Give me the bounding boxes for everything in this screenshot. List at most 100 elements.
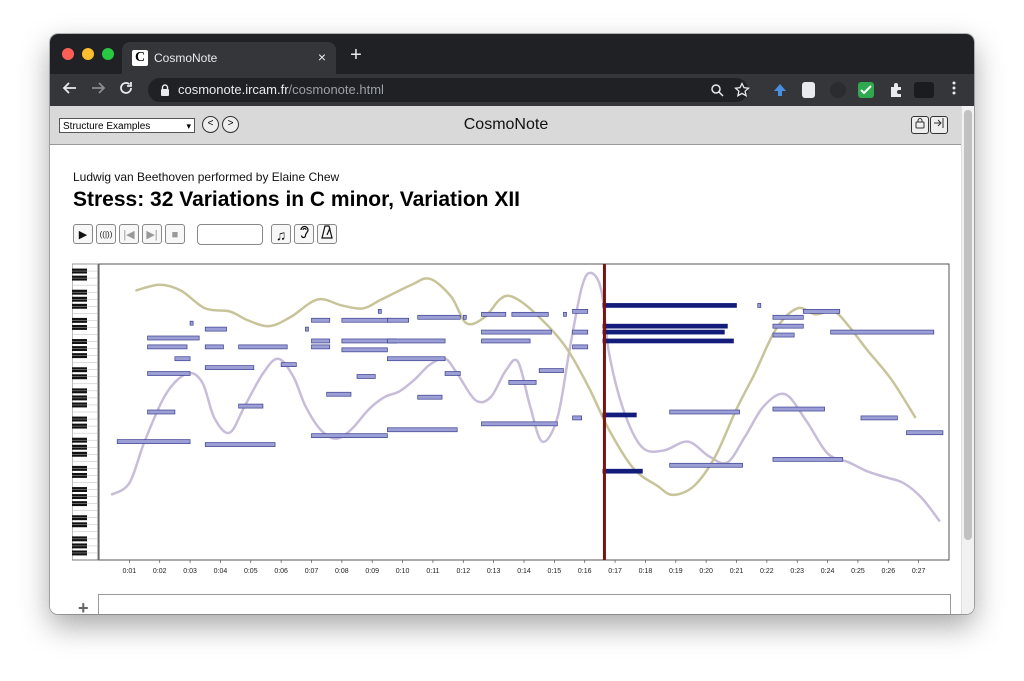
- url-path: /cosmonote.html: [288, 82, 384, 97]
- note-bar: [444, 371, 461, 376]
- url-host: cosmonote.ircam.fr: [178, 82, 289, 97]
- note-bar: [341, 317, 391, 323]
- page-scrollbar[interactable]: [961, 106, 974, 614]
- forward-arrow-icon[interactable]: [88, 80, 108, 100]
- add-panel-button[interactable]: +: [78, 598, 89, 614]
- tab-title: CosmoNote: [154, 51, 218, 65]
- app-title: CosmoNote: [463, 116, 549, 133]
- metronome-button[interactable]: [317, 224, 337, 244]
- listen-button[interactable]: ((|)): [96, 224, 116, 244]
- tick-label: 0:21: [730, 568, 744, 575]
- note-bar: [772, 406, 825, 412]
- zoom-icon[interactable]: [710, 83, 724, 97]
- padlock-icon: [915, 118, 925, 129]
- note-bar: [356, 374, 376, 379]
- tick-label: 0:24: [821, 568, 835, 575]
- note-bar: [311, 433, 388, 439]
- note-bar: [377, 309, 382, 314]
- extension-check-icon[interactable]: [858, 82, 874, 98]
- tick-label: 0:09: [365, 568, 379, 575]
- minimize-window-button[interactable]: [82, 48, 94, 60]
- browser-toolbar: cosmonote.ircam.fr/cosmonote.html: [50, 74, 974, 106]
- piano-roll-chart[interactable]: 0:01 0:02 0:03 0:04 0:05 0:06 0:07 0:08 0:09 0:10…: [71, 263, 952, 583]
- extensions-puzzle-icon[interactable]: [888, 82, 904, 98]
- note-bar: [508, 380, 537, 385]
- note-bar: [311, 344, 331, 350]
- tick-label: 0:19: [669, 568, 683, 575]
- note-bar: [326, 391, 352, 397]
- tick-label: 0:23: [790, 568, 804, 575]
- active-note-bar: [602, 468, 643, 474]
- note-bar: [481, 338, 531, 344]
- extension-doc-icon[interactable]: [802, 82, 815, 98]
- note-bar: [511, 311, 549, 317]
- tick-label: 0:22: [760, 568, 774, 575]
- notes-toggle-button[interactable]: ♫: [271, 224, 291, 244]
- note-bar: [481, 311, 507, 317]
- note-bar: [387, 338, 446, 344]
- cosmonote-favicon-icon: C: [132, 50, 148, 66]
- app-header: Structure Examples ▾ < > CosmoNote: [50, 106, 962, 145]
- loudness-curve-line: [110, 271, 941, 523]
- play-button[interactable]: ▶: [73, 224, 93, 244]
- tick-label: 0:14: [517, 568, 531, 575]
- note-bar: [204, 442, 276, 447]
- note-bar: [772, 457, 844, 462]
- stop-button[interactable]: ■: [165, 224, 185, 244]
- tick-label: 0:02: [153, 568, 167, 575]
- extension-github-icon[interactable]: [830, 82, 846, 98]
- note-bar: [147, 371, 191, 376]
- time-input[interactable]: [197, 224, 263, 245]
- structure-select[interactable]: Structure Examples ▾: [59, 118, 195, 133]
- note-bar: [860, 415, 898, 421]
- reload-icon[interactable]: [116, 80, 136, 100]
- note-bar: [563, 311, 567, 317]
- ear-icon: [300, 225, 309, 239]
- tick-label: 0:26: [881, 568, 895, 575]
- address-bar[interactable]: cosmonote.ircam.fr/cosmonote.html: [148, 78, 750, 102]
- piece-subtitle: Ludwig van Beethoven performed by Elaine…: [73, 170, 340, 184]
- lock-button[interactable]: [911, 116, 929, 134]
- tab-close-icon[interactable]: ×: [317, 49, 326, 65]
- close-window-button[interactable]: [62, 48, 74, 60]
- previous-example-button[interactable]: <: [202, 116, 219, 133]
- note-bar: [341, 347, 388, 353]
- logout-button[interactable]: [930, 116, 948, 134]
- skip-forward-button[interactable]: ▶|: [142, 224, 162, 244]
- active-note-bar: [602, 323, 728, 329]
- scrollbar-thumb[interactable]: [964, 110, 972, 540]
- piano-roll-svg[interactable]: 0:01 0:02 0:03 0:04 0:05 0:06 0:07 0:08 0:09 0:10…: [71, 263, 952, 583]
- browser-menu-icon[interactable]: [944, 80, 964, 100]
- active-note-bar: [602, 338, 734, 344]
- skip-back-button[interactable]: |◀: [119, 224, 139, 244]
- tab-cosmonote[interactable]: C CosmoNote ×: [122, 42, 336, 74]
- note-bar: [204, 344, 224, 350]
- tick-label: 0:11: [426, 568, 439, 575]
- back-arrow-icon[interactable]: [60, 80, 80, 100]
- tick-label: 0:12: [456, 568, 470, 575]
- page-viewport: Structure Examples ▾ < > CosmoNote Ludwi…: [50, 106, 974, 614]
- note-bar: [772, 314, 804, 320]
- note-bar: [417, 394, 443, 400]
- tab-bar: C CosmoNote × +: [50, 34, 974, 74]
- extension-arrow-icon[interactable]: [772, 82, 788, 98]
- metronome-icon: [321, 225, 333, 239]
- tick-label: 0:25: [851, 568, 865, 575]
- profile-avatar[interactable]: [914, 82, 934, 98]
- note-bar: [204, 365, 255, 370]
- note-bar: [572, 329, 589, 335]
- ear-button[interactable]: [294, 224, 314, 244]
- note-bar: [669, 409, 740, 415]
- lock-icon: [161, 84, 169, 96]
- browser-window: C CosmoNote × + cosmonote.ircam.fr/cosmo…: [50, 34, 974, 614]
- maximize-window-button[interactable]: [102, 48, 114, 60]
- structure-select-value: Structure Examples: [63, 121, 151, 132]
- tick-label: 0:13: [487, 568, 501, 575]
- new-tab-button[interactable]: +: [350, 44, 362, 66]
- tick-label: 0:15: [548, 568, 562, 575]
- next-example-button[interactable]: >: [222, 116, 239, 133]
- bookmark-star-icon[interactable]: [734, 82, 750, 98]
- piece-title: Stress: 32 Variations in C minor, Variat…: [73, 188, 520, 211]
- curve-layer: [110, 271, 941, 523]
- note-bar: [572, 415, 583, 421]
